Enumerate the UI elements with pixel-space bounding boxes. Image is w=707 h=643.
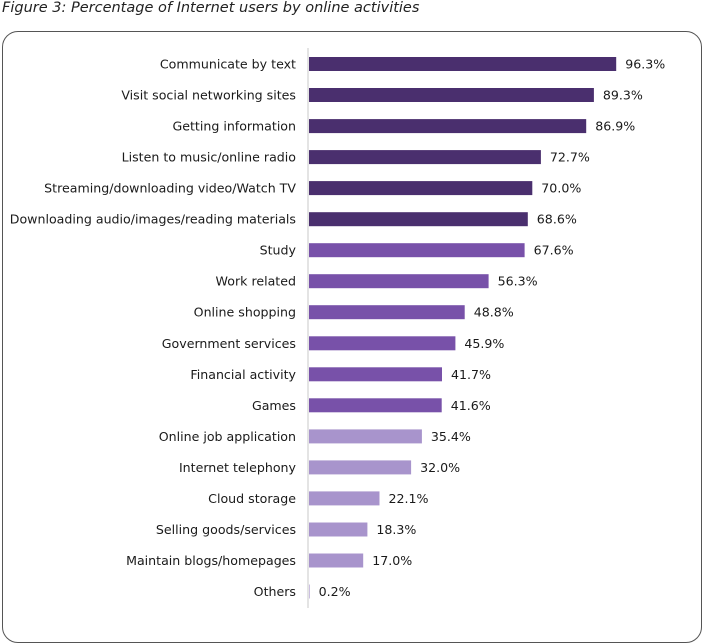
bar bbox=[309, 522, 368, 537]
figure-title: Figure 3: Percentage of Internet users b… bbox=[2, 0, 420, 16]
data-label: 72.7% bbox=[550, 150, 590, 165]
data-label: 45.9% bbox=[464, 336, 504, 351]
category-label: Study bbox=[260, 243, 297, 258]
data-label: 48.8% bbox=[474, 305, 514, 320]
data-label: 68.6% bbox=[537, 212, 577, 227]
category-label: Financial activity bbox=[190, 367, 296, 382]
data-label: 18.3% bbox=[376, 522, 416, 537]
data-label: 67.6% bbox=[534, 243, 574, 258]
bar bbox=[309, 305, 465, 320]
bar bbox=[309, 367, 442, 382]
category-label: Games bbox=[252, 398, 296, 413]
bar bbox=[309, 181, 533, 196]
bar-chart: Communicate by text 96.3% Visit social net… bbox=[10, 48, 665, 608]
category-label: Communicate by text bbox=[160, 57, 296, 72]
bar bbox=[309, 336, 456, 351]
bar bbox=[309, 491, 380, 506]
bar bbox=[309, 57, 617, 71]
bar bbox=[309, 243, 525, 258]
bar bbox=[309, 553, 364, 568]
data-label: 41.6% bbox=[451, 398, 491, 413]
category-label: Online job application bbox=[159, 429, 296, 444]
bar bbox=[309, 429, 422, 444]
data-label: 56.3% bbox=[498, 274, 538, 289]
bar bbox=[309, 88, 594, 102]
category-label: Getting information bbox=[172, 119, 296, 134]
category-label: Cloud storage bbox=[208, 491, 296, 506]
category-label: Work related bbox=[216, 274, 296, 289]
data-label: 41.7% bbox=[451, 367, 491, 382]
category-label: Listen to music/online radio bbox=[122, 150, 297, 165]
bar bbox=[309, 398, 442, 413]
data-label: 32.0% bbox=[420, 460, 460, 475]
category-label: Internet telephony bbox=[179, 460, 297, 475]
data-label: 96.3% bbox=[625, 57, 665, 72]
category-label: Streaming/downloading video/Watch TV bbox=[44, 181, 296, 196]
data-label: 89.3% bbox=[603, 88, 643, 103]
data-label: 22.1% bbox=[389, 491, 429, 506]
data-label: 86.9% bbox=[595, 119, 635, 134]
bar bbox=[309, 274, 489, 289]
data-label: 70.0% bbox=[541, 181, 581, 196]
category-label: Selling goods/services bbox=[156, 522, 296, 537]
bar bbox=[309, 119, 587, 134]
bar bbox=[309, 584, 310, 599]
category-label: Government services bbox=[162, 336, 296, 351]
bar bbox=[309, 212, 528, 227]
data-label: 0.2% bbox=[319, 584, 351, 599]
data-label: 17.0% bbox=[372, 553, 412, 568]
bar bbox=[309, 460, 412, 475]
category-label: Downloading audio/images/reading materia… bbox=[10, 212, 296, 227]
category-label: Maintain blogs/homepages bbox=[126, 553, 296, 568]
data-label: 35.4% bbox=[431, 429, 471, 444]
category-label: Online shopping bbox=[194, 305, 296, 320]
category-label: Visit social networking sites bbox=[121, 88, 296, 103]
category-label: Others bbox=[254, 584, 296, 599]
bar bbox=[309, 150, 541, 165]
